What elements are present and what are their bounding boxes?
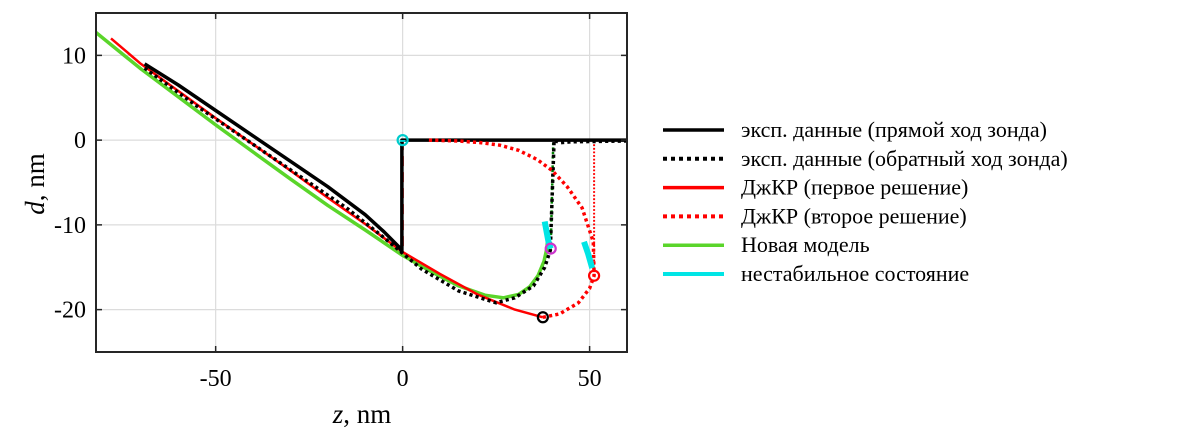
grid-lines — [96, 13, 627, 352]
legend-label: Новая модель — [741, 232, 870, 257]
point-marker — [536, 311, 549, 324]
y-tick-label: 0 — [74, 128, 86, 154]
series-line-4 — [96, 31, 550, 300]
x-tick-label: 0 — [397, 366, 409, 392]
y-axis-label: d, nm — [20, 153, 50, 215]
point-marker — [544, 242, 557, 255]
x-axis-label: z, nm — [332, 399, 392, 429]
series-line-3 — [428, 138, 596, 320]
x-tick-label: -50 — [200, 366, 232, 392]
legend-label: эксп. данные (обратный ход зонда) — [741, 146, 1068, 171]
legend-label: эксп. данные (прямой ход зонда) — [741, 117, 1047, 142]
legend: эксп. данные (прямой ход зонда) эксп. дан… — [663, 117, 1068, 286]
legend-label: нестабильное состояние — [741, 261, 969, 286]
series-line-1 — [143, 66, 627, 305]
legend-label: ДжКР (первое решение) — [741, 175, 968, 200]
plot-area — [96, 31, 627, 324]
point-marker — [396, 134, 409, 147]
y-tick-label: 10 — [62, 43, 86, 69]
y-tick-label: -20 — [54, 298, 86, 324]
series-line-0 — [143, 62, 627, 254]
series-line-2 — [110, 37, 544, 319]
series-line-5 — [581, 240, 596, 269]
x-tick-label: 50 — [578, 366, 602, 392]
legend-label: ДжКР (второе решение) — [741, 203, 967, 228]
axes-frame — [95, 12, 628, 353]
series-line-5 — [541, 220, 554, 250]
point-marker — [587, 269, 601, 282]
y-tick-label: -10 — [54, 213, 86, 239]
